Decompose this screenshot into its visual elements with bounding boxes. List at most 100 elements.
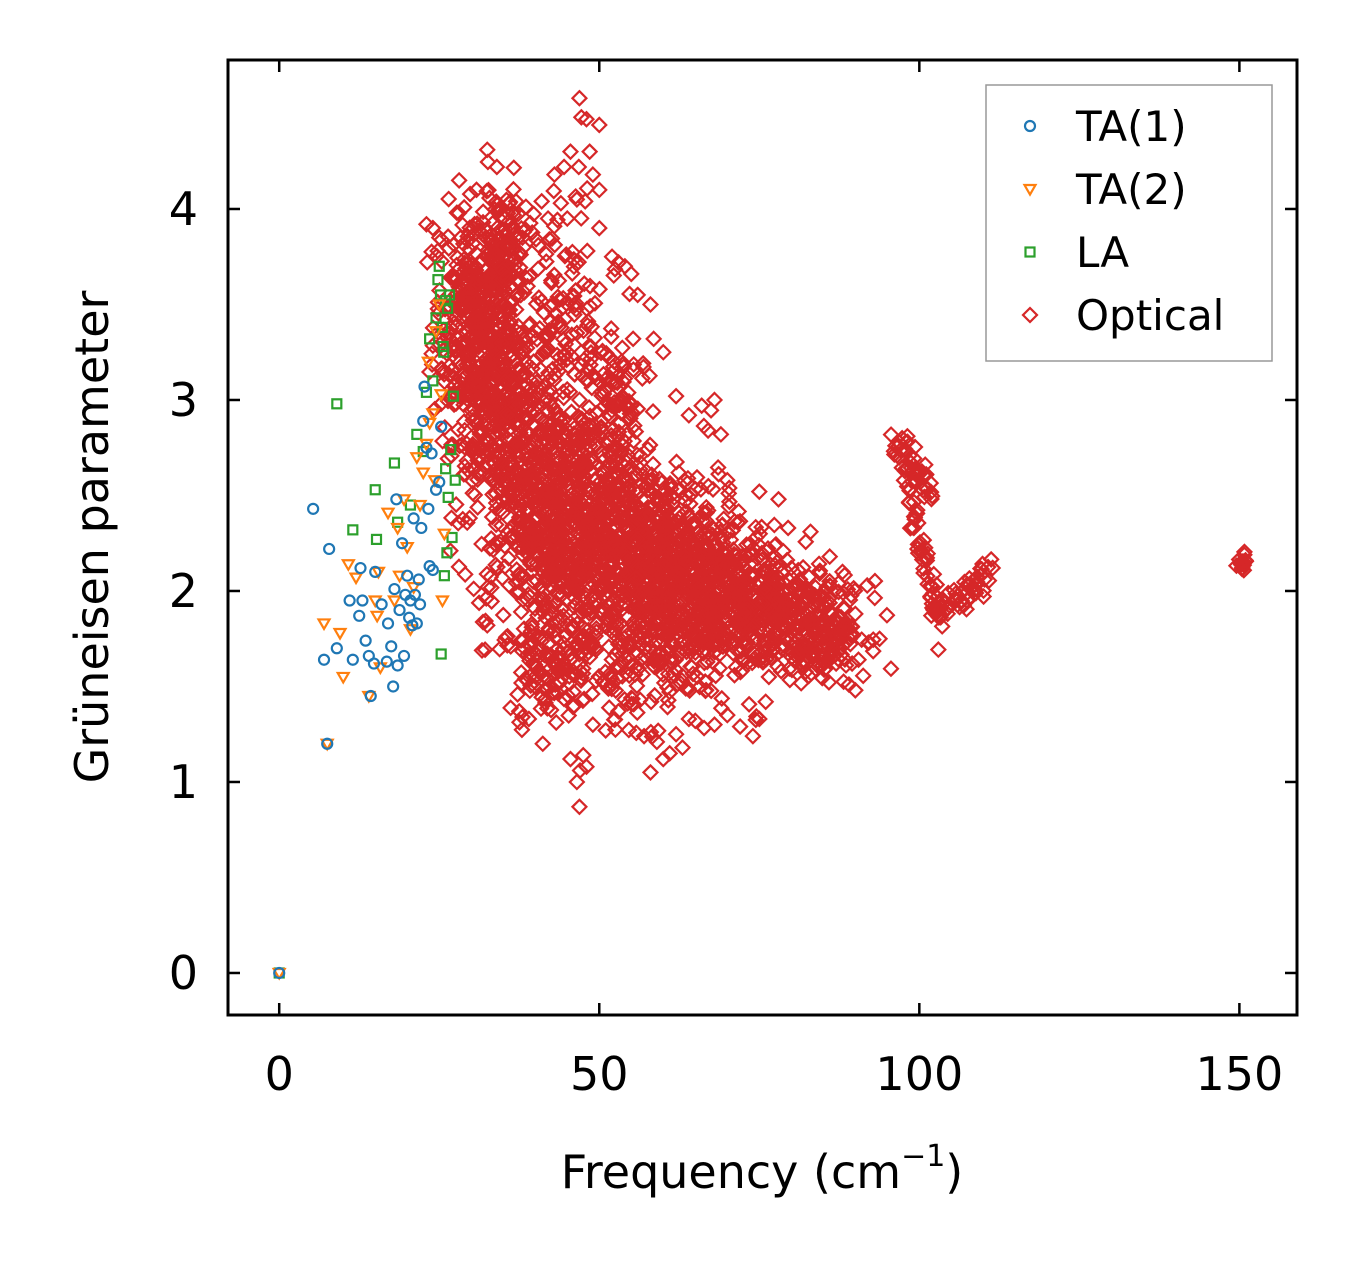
ta1-point <box>396 537 409 550</box>
optical-point <box>498 627 517 645</box>
optical-point <box>511 272 529 290</box>
optical-point <box>521 588 539 606</box>
optical-point <box>481 465 499 484</box>
optical-point <box>494 606 512 624</box>
optical-point <box>459 227 477 245</box>
optical-point <box>459 461 477 479</box>
optical-point <box>498 235 517 253</box>
optical-point <box>674 529 692 547</box>
optical-point <box>661 477 679 495</box>
optical-point <box>739 653 757 671</box>
optical-point <box>439 450 457 468</box>
optical-point <box>659 665 677 683</box>
optical-point <box>833 563 852 581</box>
optical-point <box>459 232 477 250</box>
optical-point <box>845 579 863 597</box>
optical-point <box>566 365 584 383</box>
optical-point <box>554 289 572 307</box>
optical-point <box>433 252 451 270</box>
optical-point <box>826 581 844 599</box>
optical-point <box>497 490 515 508</box>
optical-point <box>709 458 727 477</box>
optical-point <box>586 591 604 609</box>
optical-point <box>822 605 840 623</box>
optical-point <box>705 520 723 538</box>
optical-point <box>719 574 737 592</box>
optical-point <box>532 361 550 379</box>
la-point <box>411 428 423 440</box>
optical-point <box>617 664 636 682</box>
optical-point <box>455 275 473 293</box>
optical-point <box>543 598 561 616</box>
optical-point <box>646 650 664 668</box>
optical-point <box>676 549 694 567</box>
optical-point <box>629 286 647 304</box>
optical-point <box>749 549 767 567</box>
optical-point <box>858 576 876 595</box>
optical-point <box>559 447 577 465</box>
optical-point <box>839 615 857 633</box>
optical-point <box>510 385 528 403</box>
optical-point <box>922 490 940 508</box>
optical-point <box>628 677 646 695</box>
optical-point <box>489 344 507 362</box>
optical-point <box>586 423 604 441</box>
optical-point <box>550 317 568 335</box>
optical-point <box>535 304 553 322</box>
optical-point <box>718 706 736 724</box>
optical-point <box>578 242 596 260</box>
optical-point <box>633 369 651 387</box>
optical-point <box>450 204 468 222</box>
ta1-point <box>317 653 331 666</box>
ta2-point <box>369 610 385 624</box>
optical-point <box>542 271 560 290</box>
optical-point <box>619 478 637 496</box>
optical-point <box>799 613 817 631</box>
optical-point <box>473 402 491 420</box>
la-point <box>331 398 343 410</box>
optical-point <box>449 514 467 532</box>
optical-point <box>601 677 619 696</box>
optical-point <box>577 110 596 128</box>
optical-point <box>769 490 788 508</box>
optical-point <box>516 387 534 405</box>
ta1-point <box>343 594 356 607</box>
optical-point <box>481 265 499 283</box>
optical-point <box>511 324 529 342</box>
optical-point <box>480 456 498 474</box>
optical-point <box>613 667 631 685</box>
optical-point <box>680 406 698 424</box>
optical-point <box>456 565 474 583</box>
optical-point <box>430 229 448 247</box>
optical-point <box>642 506 660 524</box>
series-la <box>273 260 461 979</box>
ta2-point <box>433 389 449 402</box>
optical-point <box>843 655 861 673</box>
optical-point <box>709 579 727 597</box>
optical-point <box>664 575 682 593</box>
optical-point <box>509 685 527 703</box>
optical-point <box>516 364 534 382</box>
optical-point <box>706 643 724 661</box>
optical-point <box>570 89 588 107</box>
optical-point <box>695 654 713 672</box>
optical-point <box>713 561 731 579</box>
optical-point <box>714 630 732 648</box>
optical-point <box>492 349 510 367</box>
y-tick-label: 0 <box>169 946 198 1000</box>
optical-point <box>574 660 592 678</box>
optical-point <box>797 533 815 551</box>
optical-point <box>609 427 627 446</box>
optical-point <box>567 187 585 206</box>
optical-point <box>692 480 710 498</box>
legend-label: LA <box>1076 228 1129 277</box>
optical-point <box>757 693 775 711</box>
optical-point <box>536 503 554 521</box>
optical-point <box>539 372 558 390</box>
optical-point <box>654 343 672 361</box>
optical-point <box>570 391 588 409</box>
optical-point <box>572 108 590 126</box>
optical-point <box>672 621 690 639</box>
optical-point <box>878 606 896 624</box>
optical-point <box>750 710 768 728</box>
